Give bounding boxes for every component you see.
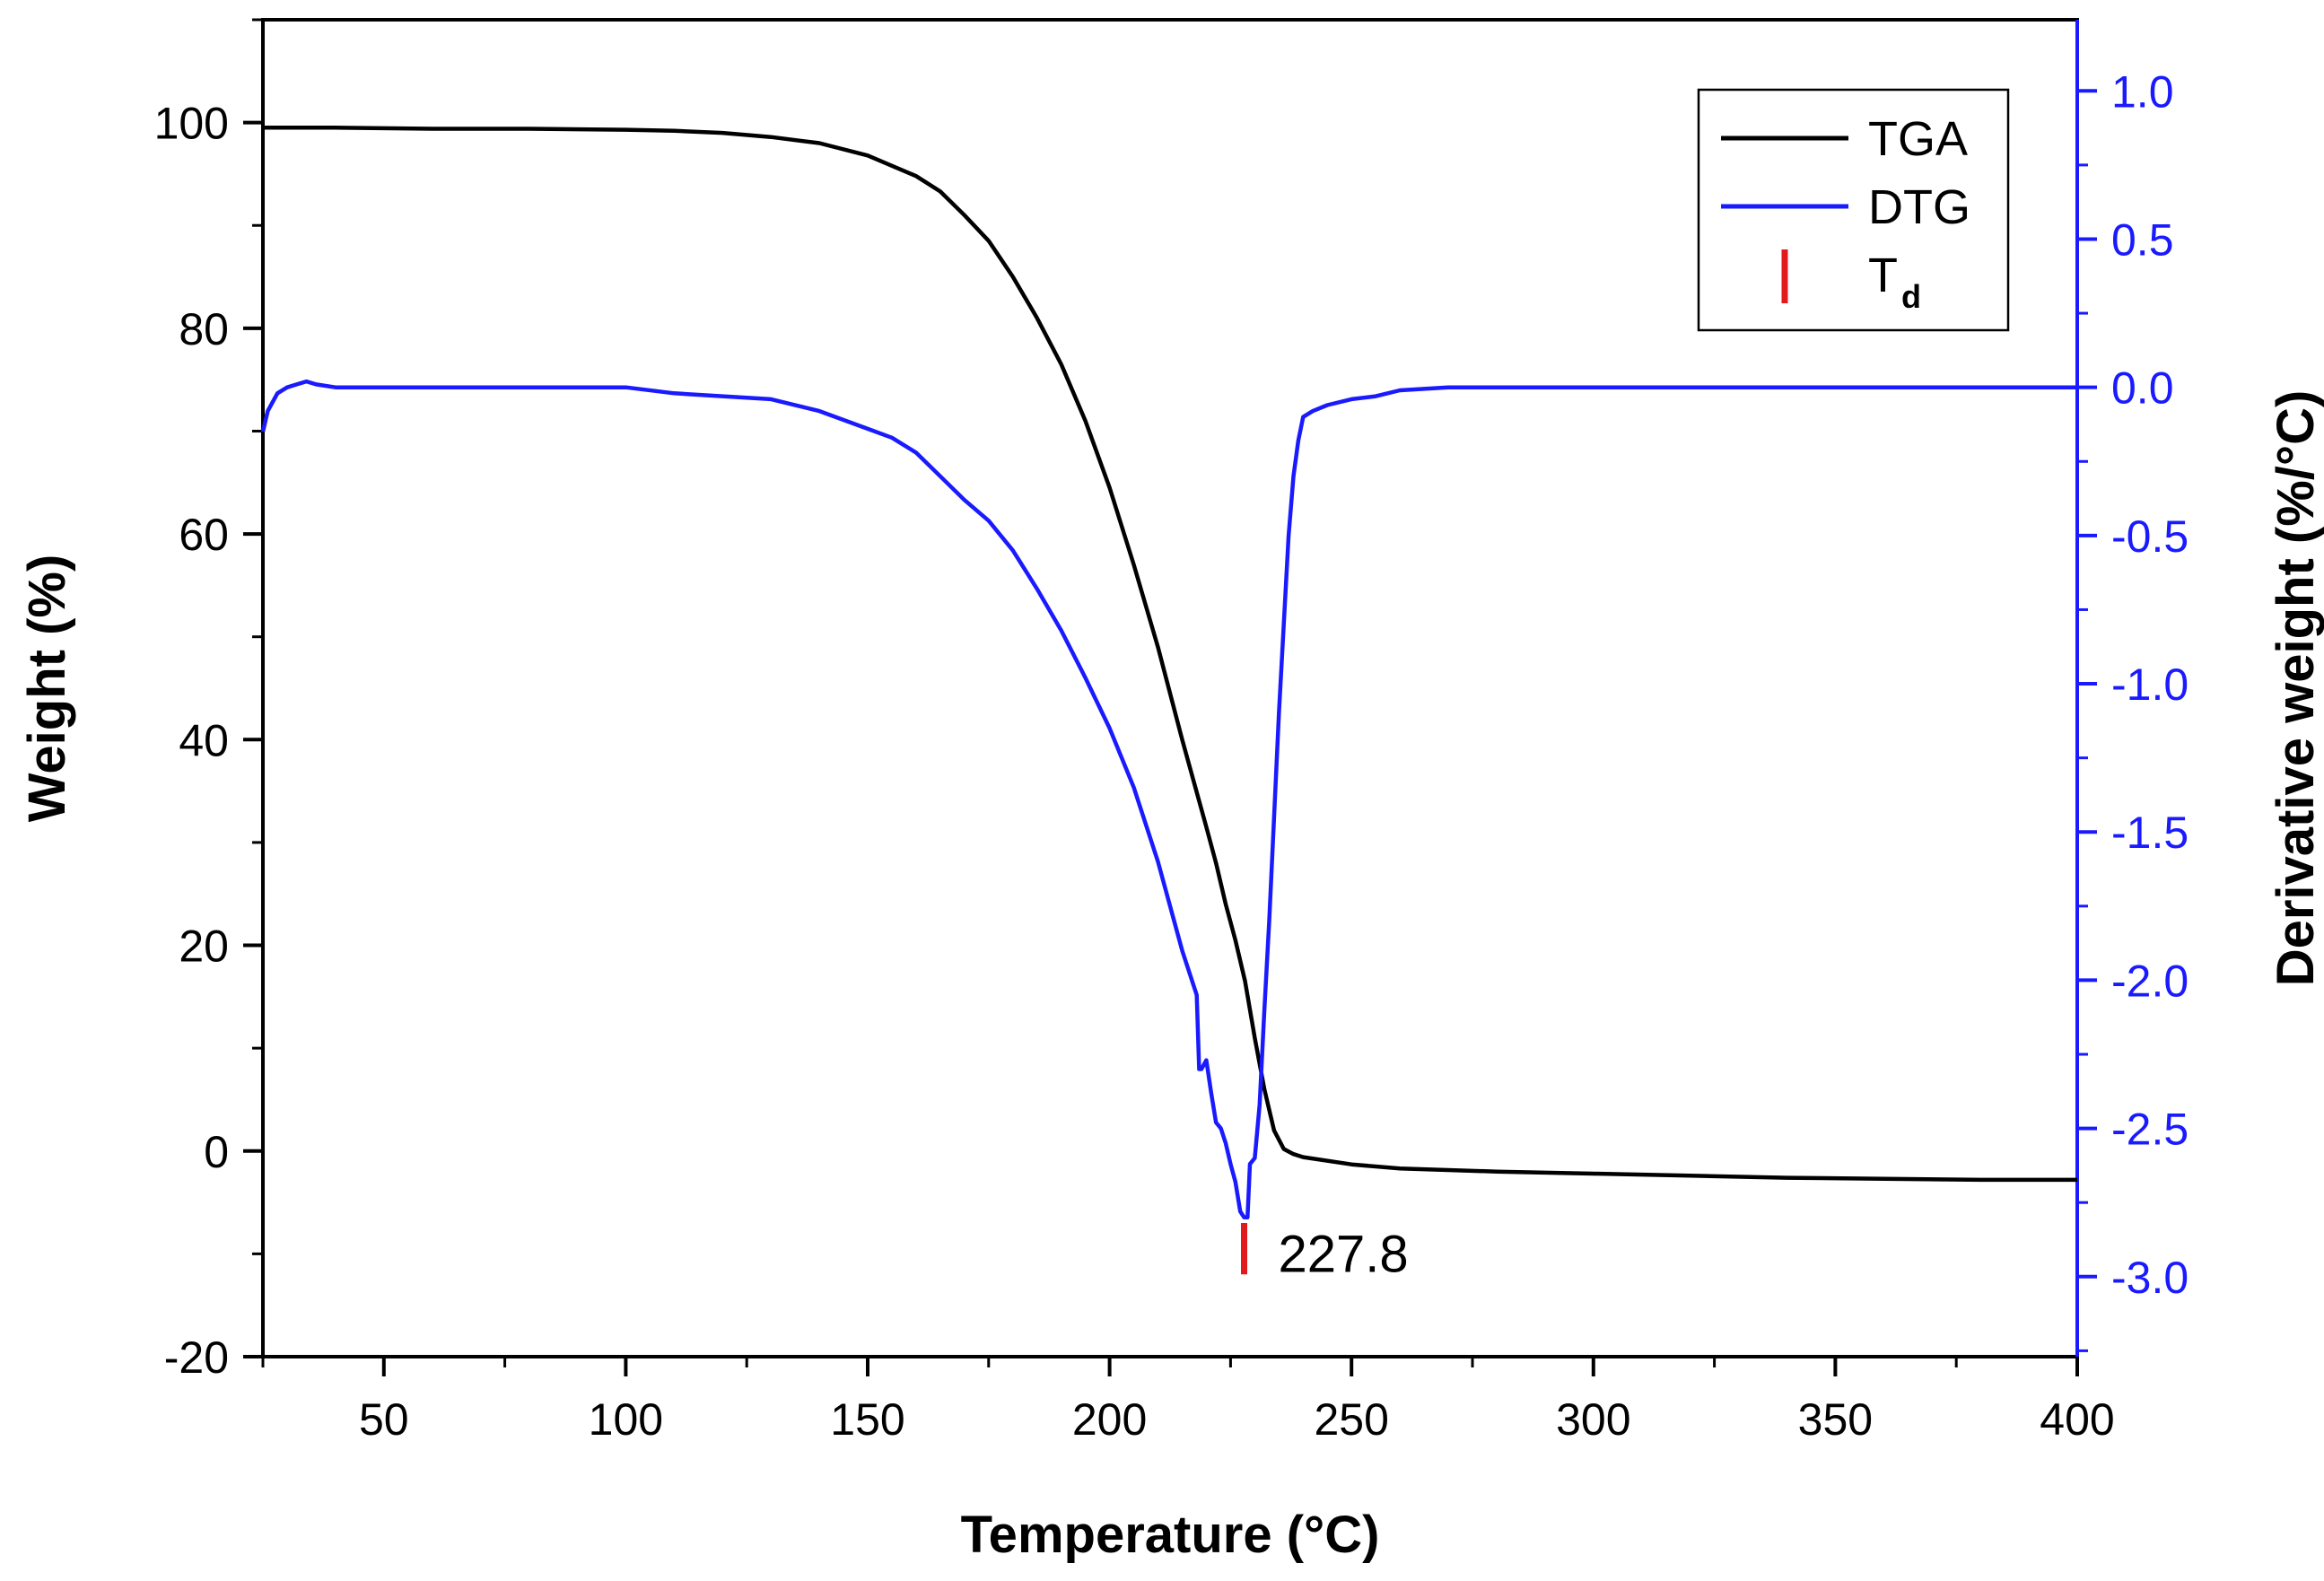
y-tick-label: 60 xyxy=(179,510,229,560)
y-tick-label: 20 xyxy=(179,922,229,972)
legend-td-subscript: d xyxy=(1901,278,1921,315)
x-tick-label: 350 xyxy=(1798,1394,1873,1445)
y-tick-label: 0 xyxy=(204,1127,229,1177)
legend-tga-label: TGA xyxy=(1868,112,1968,166)
y-tick-label: 40 xyxy=(179,715,229,765)
y-axis-title: Weight (%) xyxy=(18,555,76,823)
y2-tick-label: -3.0 xyxy=(2111,1253,2189,1303)
axis-tick-labels: 50 100 150 200 250 300 350 400 -20 0 20 40 60 80 100 1.… xyxy=(154,66,2189,1445)
x-tick-label: 250 xyxy=(1314,1394,1388,1445)
x-tick-label: 50 xyxy=(359,1394,409,1445)
y2-tick-label: -0.5 xyxy=(2111,511,2189,562)
x-axis-title: Temperature (°C) xyxy=(961,1506,1380,1564)
x-tick-label: 100 xyxy=(589,1394,663,1445)
x-tick-label: 150 xyxy=(830,1394,904,1445)
x-tick-label: 400 xyxy=(2040,1394,2114,1445)
y2-tick-label: 0.0 xyxy=(2111,363,2174,414)
x-tick-label: 300 xyxy=(1556,1394,1630,1445)
y-tick-label: 80 xyxy=(179,304,229,354)
y2-tick-label: -1.5 xyxy=(2111,808,2189,858)
dtg-line xyxy=(260,379,2077,1219)
axis-ticks xyxy=(243,18,2097,1376)
td-annotation: 227.8 xyxy=(1278,1225,1408,1283)
tga-line xyxy=(263,126,2077,1183)
legend-box xyxy=(1697,88,2010,332)
y2-tick-label: -1.0 xyxy=(2111,659,2189,710)
y2-tick-label: 0.5 xyxy=(2111,214,2174,265)
y-tick-label: 100 xyxy=(154,99,229,149)
y-tick-label: -20 xyxy=(164,1332,229,1383)
legend-dtg-label: DTG xyxy=(1868,180,1970,234)
x-tick-label: 200 xyxy=(1072,1394,1147,1445)
legend-td-main: T xyxy=(1868,249,1898,302)
y2-tick-label: -2.0 xyxy=(2111,956,2189,1006)
y2-tick-label: 1.0 xyxy=(2111,66,2174,117)
y2-axis-title: Derivative weight (%/°C) xyxy=(2267,390,2324,987)
y2-tick-label: -2.5 xyxy=(2111,1105,2189,1155)
